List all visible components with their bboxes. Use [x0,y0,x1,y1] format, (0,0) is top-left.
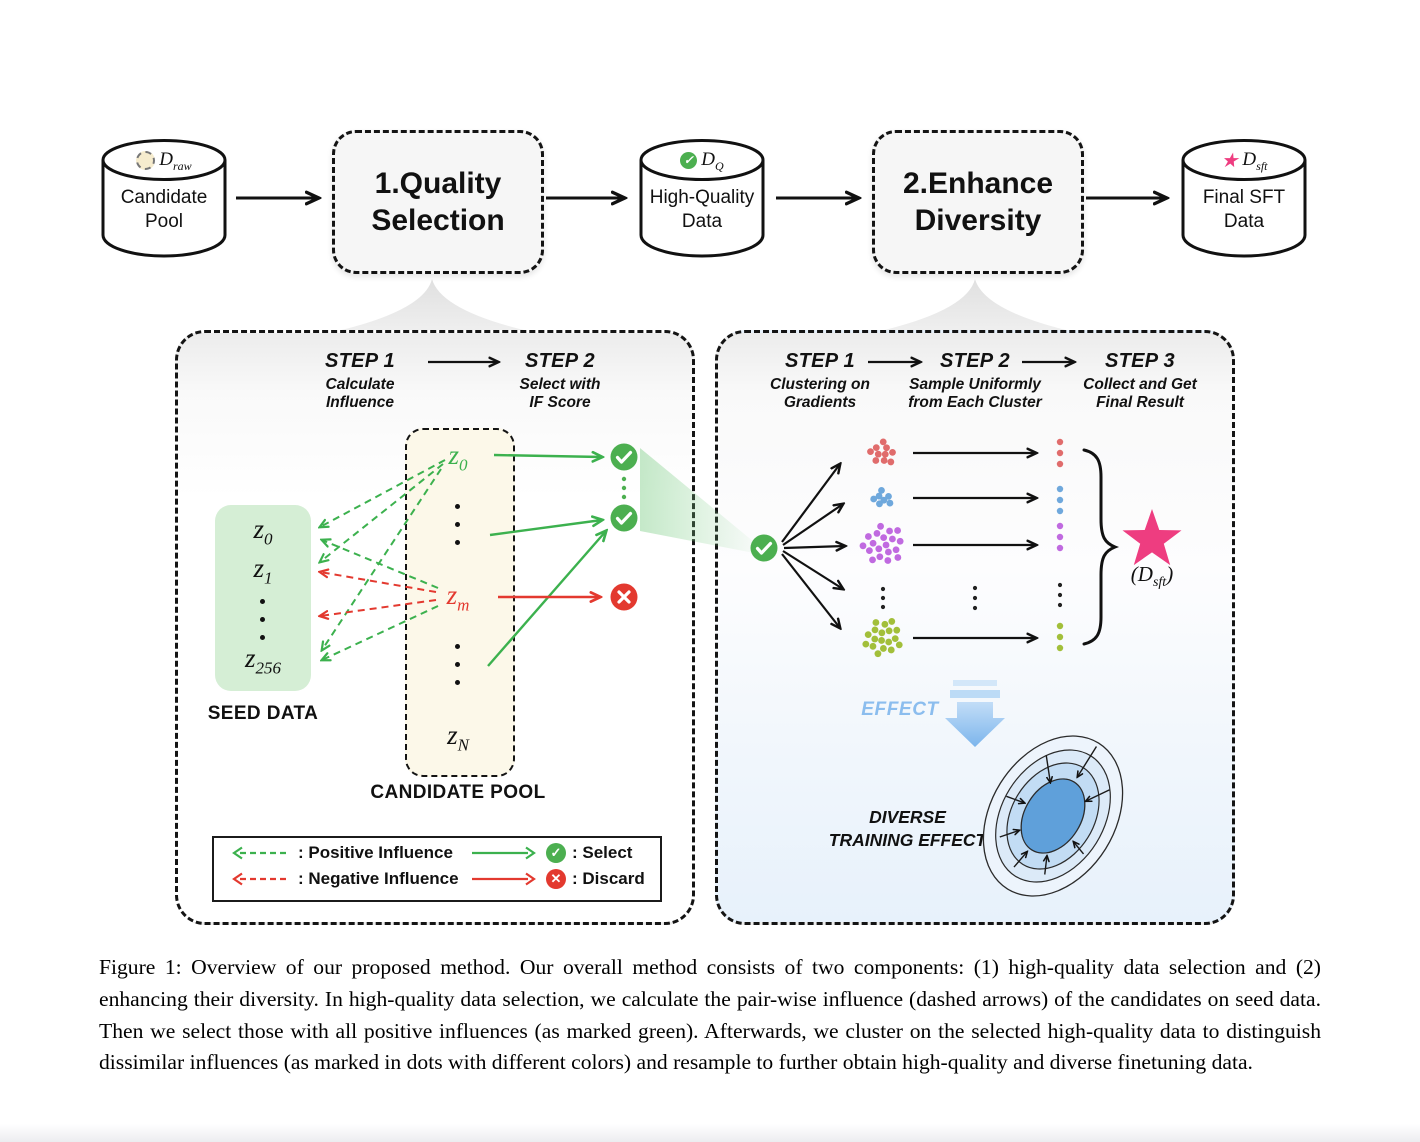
seed-item-z256: z256 [244,643,282,678]
check-icon: ✓ [546,843,566,863]
dashed-circle-icon [136,151,156,171]
q-step1: STEP 1 Calculate Influence [325,350,395,411]
process-label: 1.Quality Selection [371,167,505,237]
legend-box [212,836,662,902]
cylinder-label: High-Quality Data [649,187,755,232]
ellipsis-icon [455,644,460,685]
candidate-pool-label: CANDIDATE POOL [370,782,546,803]
dashed-arrow-left-green-icon [232,846,290,860]
page-edge-shading [0,1124,1420,1142]
star-icon: ★ [1220,149,1239,172]
candidate-item-zN: zN [447,720,469,755]
dataset-symbol: D [159,149,174,170]
cylinder-outline [639,139,765,258]
d-step3: STEP 3 Collect and Get Final Result [1083,350,1197,411]
dashed-arrow-left-red-icon [232,872,290,886]
ellipsis-icon [455,504,460,545]
solid-arrow-right-red-icon [472,872,536,886]
legend-positive: : Positive Influence [228,843,453,863]
check-icon: ✓ [680,152,698,170]
seed-item-z0: z0 [253,514,273,549]
seed-data-box [215,505,311,691]
seed-item-z1: z1 [253,553,273,588]
figure-caption: Figure 1: Overview of our proposed metho… [99,955,1321,1075]
diverse-training-effect-label: DIVERSE TRAINING EFFECT [828,807,987,850]
legend-discard: ✕ : Discard [470,869,645,889]
ellipsis-icon [260,599,265,640]
process-label: 2.Enhance Diversity [902,167,1054,237]
funnel-quality [333,279,532,332]
cylinder-label: Final SFT Data [1202,187,1286,232]
cylinder-outline [101,139,227,258]
legend-select: ✓ : Select [470,843,632,863]
candidate-item-zm: zm [446,580,470,615]
legend-negative: : Negative Influence [228,869,459,889]
high-quality-data-cylinder: ✓ DQ High-Quality Data [638,138,766,260]
effect-label: EFFECT [861,699,939,720]
funnel-connectors [333,279,1074,332]
cylinder-label: Candidate Pool [120,187,208,232]
candidate-pool-cylinder: Draw Candidate Pool [100,138,228,260]
seed-data-label: SEED DATA [207,703,319,724]
d-step2: STEP 2 Sample Uniformly from Each Cluster [908,350,1042,411]
final-sft-data-cylinder: ★ Dsft Final SFT Data [1180,138,1308,260]
funnel-diversity [876,279,1074,332]
d-step1: STEP 1 Clustering on Gradients [770,350,870,411]
q-step2: STEP 2 Select with IF Score [519,350,601,411]
cylinder-outline [1181,139,1307,258]
quality-selection-box: 1.Quality Selection [332,130,544,274]
enhance-diversity-box: 2.Enhance Diversity [872,130,1084,274]
candidate-item-z0: z0 [448,440,468,475]
dataset-symbol: D [701,149,716,170]
dataset-symbol: D [1242,149,1257,170]
dsft-caption: (Dsft) [1130,562,1174,591]
solid-arrow-right-green-icon [472,846,536,860]
cross-icon: ✕ [546,869,566,889]
